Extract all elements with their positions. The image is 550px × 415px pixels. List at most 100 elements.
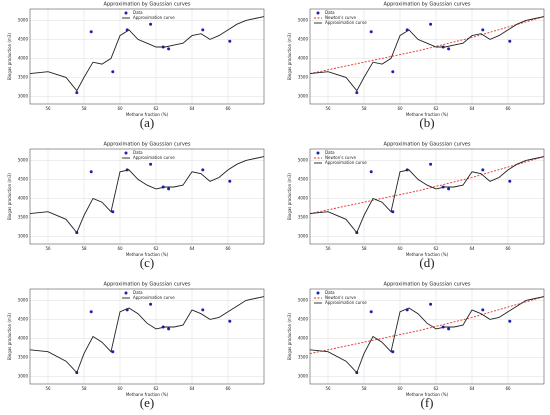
legend-label: Data [133,10,143,15]
y-axis-label: Biogas production (m3) [7,33,12,80]
y-tick-label: 5000 [298,297,309,302]
y-axis-label: Biogas production (m3) [287,313,292,360]
legend-label: Approximation curve [133,15,175,20]
x-tick-label: 60 [117,106,123,111]
data-point [167,187,171,191]
y-tick-label: 5000 [298,157,309,162]
y-tick-label: 5000 [18,17,29,22]
legend-swatch [316,291,320,295]
plot-frame [29,8,265,105]
x-tick-label: 56 [325,106,331,111]
data-point [149,302,153,306]
data-point [508,179,512,183]
legend-label: Approximation curve [325,300,367,305]
x-tick-label: 62 [433,106,439,111]
data-point [228,319,232,323]
x-tick-label: 56 [45,106,51,111]
x-tick-label: 66 [225,106,231,111]
y-tick-label: 3500 [298,354,309,359]
data-point [167,47,171,51]
legend-label: Approximation curve [325,20,367,25]
data-point [355,91,359,95]
x-tick-label: 62 [433,246,439,251]
data-point [447,187,451,191]
data-point [89,170,93,174]
data-point [508,319,512,323]
y-tick-label: 4000 [18,55,29,60]
data-point [391,350,395,354]
x-tick-label: 56 [45,386,51,391]
chart-title: Approximation by Gaussian curves [384,2,471,8]
y-tick-label: 3500 [18,74,29,79]
data-point [447,47,451,51]
legend-label: Data [133,150,143,155]
plot-frame [309,8,545,105]
chart-title: Approximation by Gaussian curves [384,142,471,148]
y-tick-label: 4500 [18,36,29,41]
panel-label: (d) [419,255,434,270]
data-point [201,308,205,312]
plot-frame [309,148,545,245]
data-point [369,30,373,34]
x-tick-label: 60 [397,246,403,251]
panel-label: (b) [419,115,434,130]
x-tick-label: 60 [117,246,123,251]
legend-label: Approximation curve [325,160,367,165]
x-tick-label: 60 [397,386,403,391]
x-tick-label: 64 [189,106,195,111]
data-point [508,39,512,43]
y-tick-label: 3500 [18,354,29,359]
legend-swatch [124,291,128,295]
data-point [111,70,115,74]
x-tick-label: 58 [361,246,367,251]
series-line [309,156,545,215]
x-axis-label: Methane fraction (%) [406,112,449,117]
legend-label: Data [325,150,335,155]
data-point [149,22,153,26]
y-tick-label: 3500 [18,214,29,219]
x-tick-label: 56 [325,246,331,251]
legend-label: Data [325,290,335,295]
y-tick-label: 4500 [298,316,309,321]
data-point [481,28,485,32]
x-tick-label: 60 [117,386,123,391]
y-tick-label: 3500 [298,74,309,79]
series-line [309,296,545,374]
x-tick-label: 66 [505,246,511,251]
series-line [29,156,265,234]
data-point [111,350,115,354]
y-tick-label: 5000 [298,17,309,22]
x-tick-label: 64 [469,246,475,251]
y-tick-label: 5000 [18,297,29,302]
x-tick-label: 64 [469,386,475,391]
series-line [29,16,265,92]
chart-title: Approximation by Gaussian curves [104,2,191,8]
data-point [429,302,433,306]
x-tick-label: 56 [325,386,331,391]
x-tick-label: 66 [225,246,231,251]
chart-title: Approximation by Gaussian curves [384,282,471,288]
data-point [429,162,433,166]
x-tick-label: 62 [153,106,159,111]
y-axis-label: Biogas production (m3) [287,173,292,220]
legend-swatch [316,11,320,15]
x-tick-label: 60 [397,106,403,111]
legend-swatch [316,151,320,155]
y-tick-label: 3000 [18,93,29,98]
y-tick-label: 4000 [298,55,309,60]
panel-label: (f) [421,395,434,410]
x-tick-label: 66 [505,386,511,391]
data-point [228,179,232,183]
y-axis-label: Biogas production (m3) [7,313,12,360]
x-axis-label: Methane fraction (%) [126,112,169,117]
data-point [201,28,205,32]
legend-label: Data [133,290,143,295]
data-point [369,310,373,314]
legend-swatch [124,151,128,155]
x-tick-label: 64 [189,246,195,251]
legend-label: Approximation curve [133,295,175,300]
plot-frame [309,288,545,385]
y-tick-label: 4000 [298,335,309,340]
y-tick-label: 4000 [18,195,29,200]
